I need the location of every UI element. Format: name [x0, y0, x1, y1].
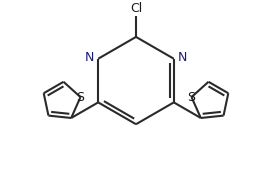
Text: S: S [187, 91, 196, 104]
Text: N: N [177, 51, 187, 64]
Text: Cl: Cl [130, 2, 142, 15]
Text: S: S [76, 91, 85, 104]
Text: N: N [85, 51, 95, 64]
